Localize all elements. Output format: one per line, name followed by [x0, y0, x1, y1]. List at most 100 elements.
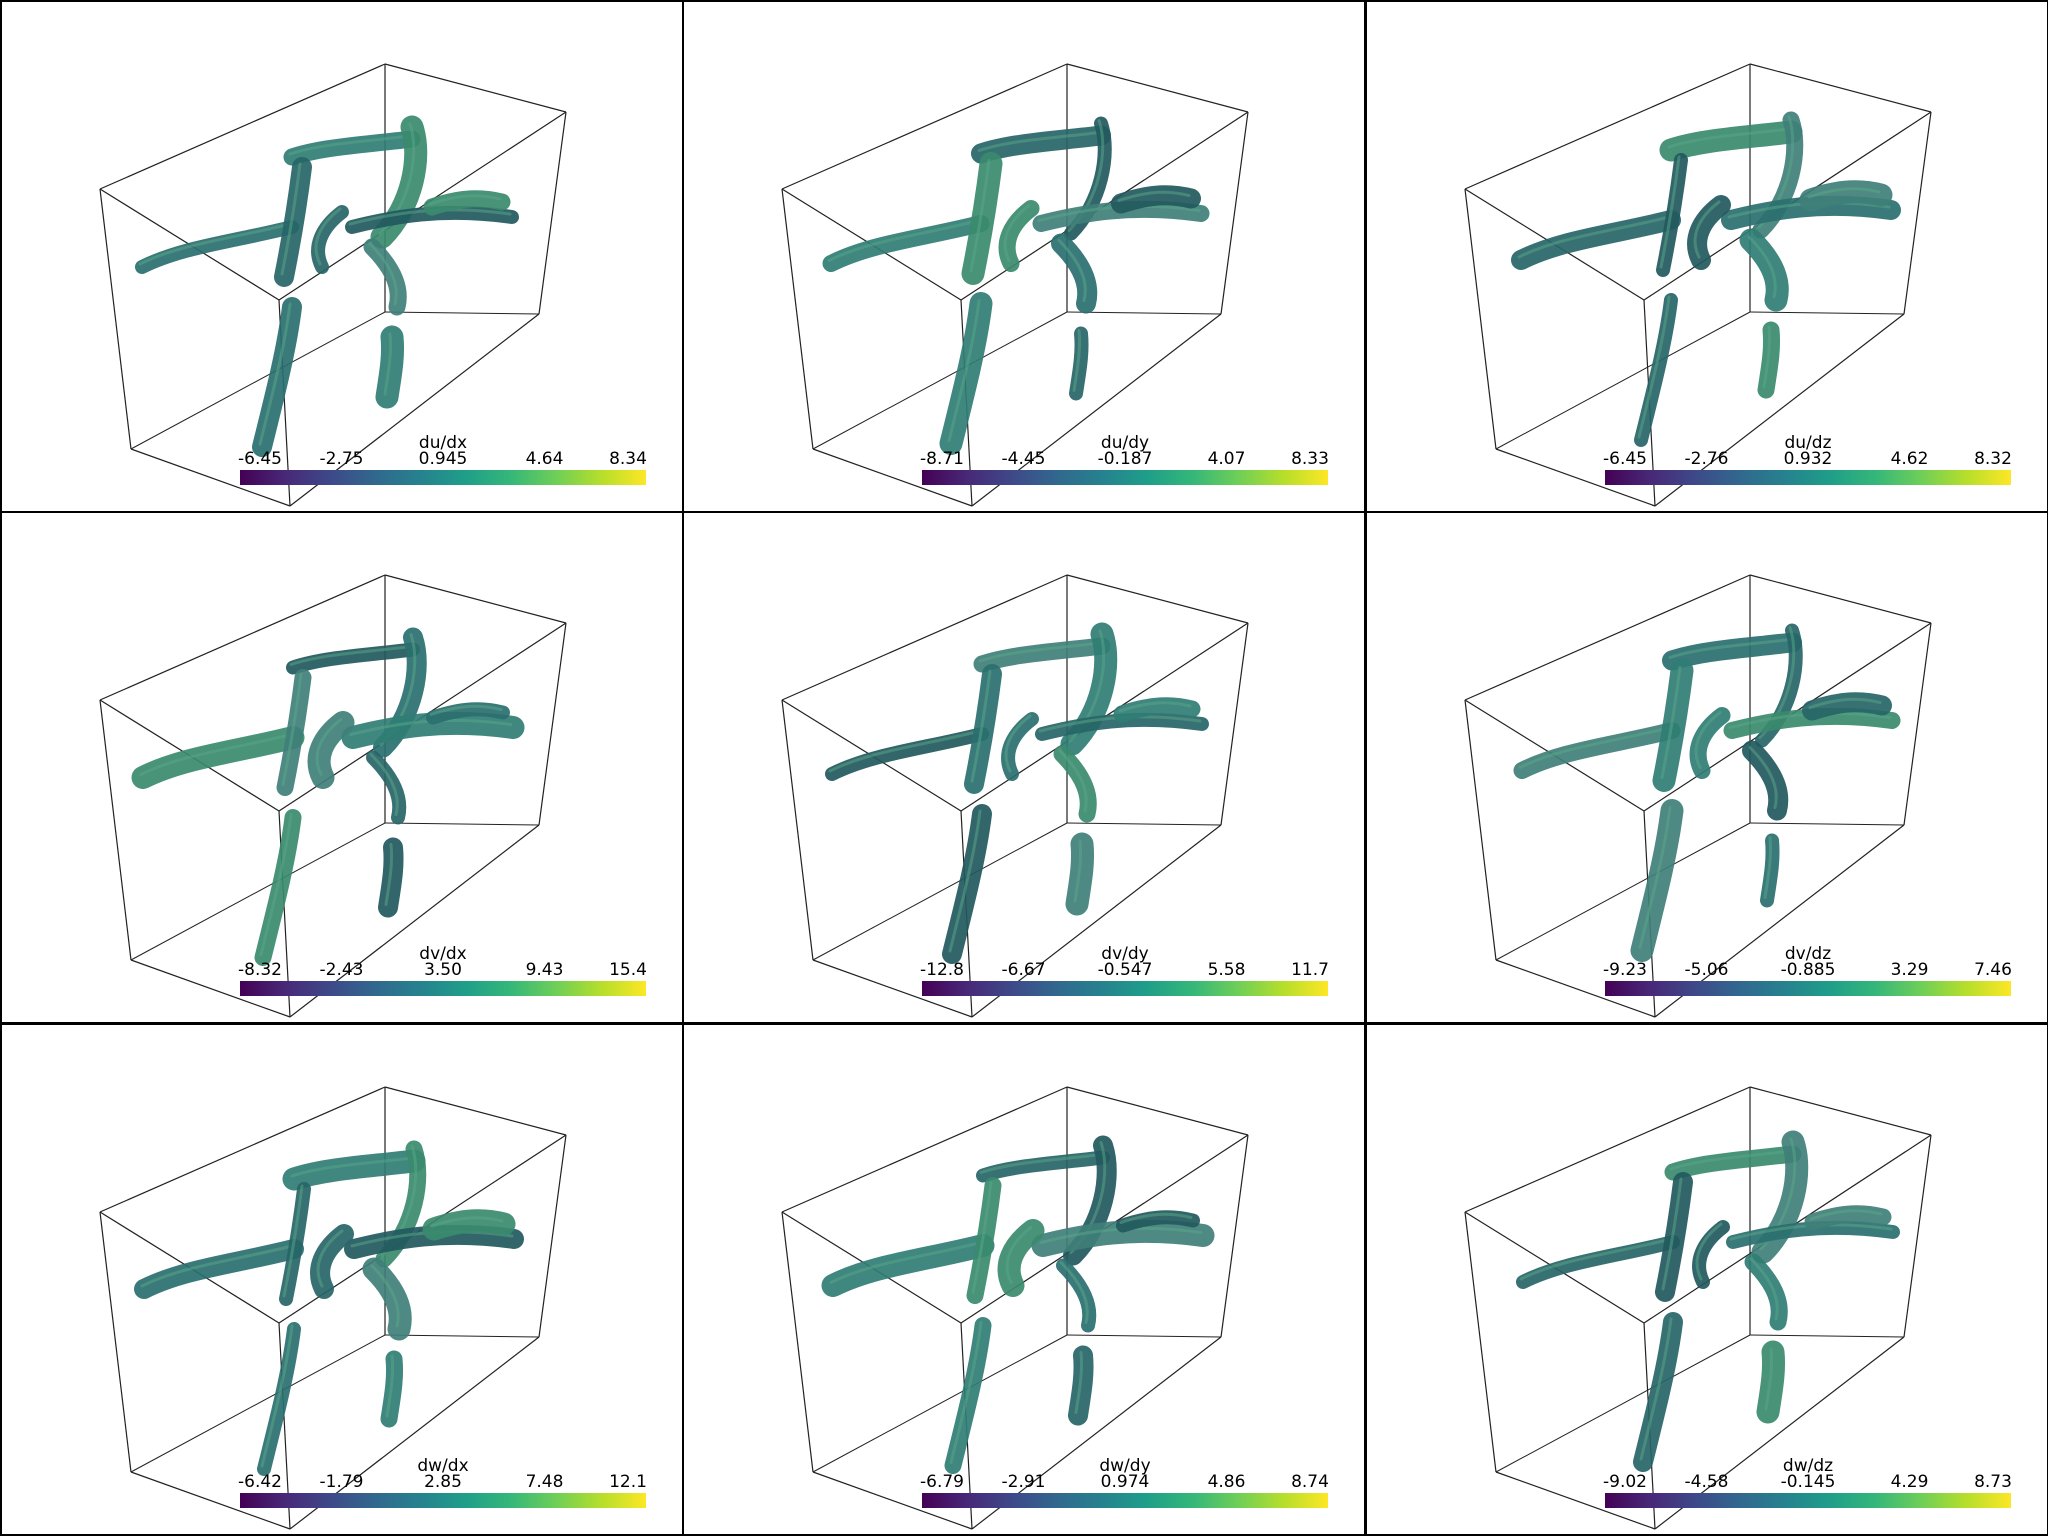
vortex-tube-highlight	[1074, 1351, 1083, 1414]
isosurface-scene	[99, 1086, 567, 1530]
box-edge	[1903, 622, 1932, 826]
box-edge	[384, 1086, 567, 1136]
vortex-tube	[997, 1219, 1045, 1297]
vortex-tube	[1035, 712, 1209, 741]
box-edge	[384, 574, 567, 624]
bounding-box-wireframe	[1464, 1086, 1932, 1530]
vortex-tube-highlight	[139, 733, 293, 776]
vortex-tube	[1111, 185, 1201, 214]
vortex-tube	[1511, 210, 1681, 270]
vortex-tube-highlight	[348, 208, 512, 226]
vortex-tube	[1799, 180, 1893, 212]
box-edge	[99, 63, 386, 190]
colorbar-title: dv/dx	[419, 944, 467, 964]
vortex-tube-highlight	[289, 645, 413, 666]
vortex-tube-highlight	[288, 134, 412, 156]
vortex-tube-highlight	[947, 299, 981, 442]
vortex-tube-highlight	[979, 1153, 1103, 1174]
colorbar-tick-label: 8.33	[1291, 449, 1329, 469]
vortex-tube	[1068, 1345, 1094, 1426]
box-edge	[812, 959, 973, 1018]
vortex-tube	[378, 837, 404, 918]
colorbar-tick-label: -0.145	[1780, 1472, 1836, 1492]
colorbar-tick-label: -9.02	[1603, 1472, 1647, 1492]
vortex-tube	[1513, 722, 1681, 779]
box-edge	[1903, 111, 1932, 315]
vortex-tube	[283, 130, 421, 166]
box-edge	[781, 63, 1068, 190]
vortex-tube-highlight	[138, 222, 292, 266]
box-edge	[812, 822, 1068, 961]
vortex-tube	[1757, 321, 1780, 399]
bounding-box-wireframe	[99, 1086, 567, 1530]
vortex-tube-highlight	[977, 131, 1101, 152]
colorbar-tick-label: -0.187	[1097, 449, 1153, 469]
vortex-tube-highlight	[1639, 1317, 1673, 1461]
vortex-tube	[944, 1317, 992, 1474]
vortex-tube	[282, 1149, 426, 1191]
box-edge	[781, 1086, 1068, 1213]
colorbar-tick-label: 8.32	[1974, 449, 2012, 469]
vortex-tube-highlight	[1728, 711, 1892, 729]
vortex-tube	[1756, 1340, 1785, 1424]
vortex-tube-highlight	[349, 718, 513, 736]
render-panel: dw/dy -6.79 -2.91 0.974 4.86 8.74	[682, 1023, 1366, 1536]
vortex-tube	[286, 642, 420, 675]
colorbar-tick-label: -0.547	[1097, 960, 1153, 980]
colorbar-tick-label: -6.67	[1001, 960, 1046, 980]
vortex-tube	[274, 157, 312, 287]
vortex-tube-highlight	[1119, 1212, 1193, 1224]
vortex-tube-highlight	[1059, 1261, 1089, 1324]
colorbar-tick-label: -6.45	[1603, 449, 1647, 469]
box-edge	[384, 822, 540, 826]
colorbar-tick-label: -9.23	[1603, 960, 1647, 980]
vortex-tube-highlight	[368, 242, 398, 306]
colorbar-tick-label: 4.62	[1890, 449, 1929, 469]
box-edge	[384, 311, 540, 315]
render-panel: dw/dx -6.42 -1.79 2.85 7.48 12.1	[0, 1023, 684, 1536]
vortex-tube	[257, 1322, 301, 1476]
box-edge	[1749, 822, 1905, 826]
vortex-tube-highlight	[1667, 127, 1791, 149]
colorbar	[240, 1493, 646, 1508]
vortex-tube	[971, 125, 1111, 164]
vortex-tube	[1069, 326, 1089, 401]
vortex-tube-highlight	[1669, 1149, 1793, 1171]
vortex-tube-highlight	[969, 159, 991, 272]
box-edge	[1464, 188, 1497, 450]
colorbar-tick-label: -8.32	[238, 960, 282, 980]
vortex-tube-highlight	[1038, 715, 1202, 733]
box-edge	[812, 448, 973, 507]
vortex-tube	[821, 1234, 995, 1297]
box-edge	[781, 699, 814, 961]
box-edge	[99, 1211, 132, 1473]
vortex-tube	[1662, 632, 1802, 671]
vortex-tube	[964, 664, 1002, 794]
vortex-tube-highlight	[1517, 215, 1671, 259]
box-edge	[130, 311, 386, 450]
colorbar-tick-label: 0.945	[418, 449, 468, 469]
vortex-tube	[276, 669, 312, 796]
vortex-tube-highlight	[1693, 200, 1721, 259]
colorbar-title: du/dx	[418, 433, 468, 453]
vortex-tube	[1032, 200, 1210, 232]
box-edge	[1464, 574, 1751, 701]
vortex-tube-highlight	[828, 729, 982, 773]
vortex-tube-highlight	[369, 753, 399, 816]
box-edge	[1903, 1134, 1932, 1338]
vortex-tube-highlight	[281, 673, 303, 786]
colorbar-tick-label: -6.45	[238, 449, 282, 469]
box-edge	[812, 1471, 973, 1530]
vortex-tube	[1723, 707, 1901, 739]
box-edge	[781, 574, 1068, 701]
box-edge	[1495, 1471, 1656, 1530]
colorbar-tick-label: 11.7	[1291, 960, 1329, 980]
colorbar-title: dw/dz	[1782, 1456, 1834, 1476]
box-edge	[99, 699, 132, 961]
box-edge	[1220, 622, 1249, 826]
vortex-tube	[1031, 1219, 1215, 1257]
colorbar-title: dv/dz	[1784, 944, 1832, 964]
colorbar-tick-label: 4.29	[1890, 1472, 1929, 1492]
bounding-box-wireframe	[781, 574, 1249, 1018]
